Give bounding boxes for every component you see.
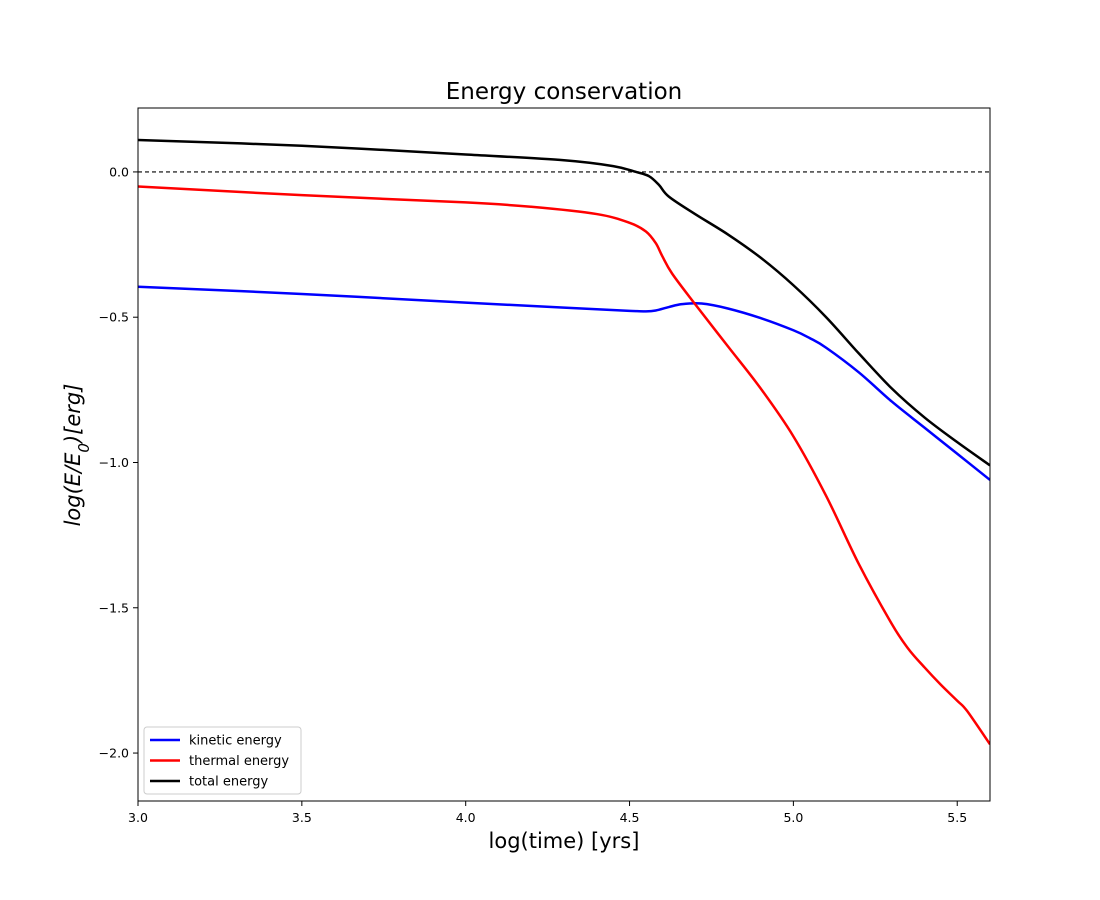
legend: kinetic energy thermal energy total energy xyxy=(143,726,302,795)
x-tick-label: 5.5 xyxy=(947,810,967,825)
series-line-thermal-energy xyxy=(138,185,990,746)
series-line-total-energy xyxy=(138,138,990,467)
x-tick-label: 4.5 xyxy=(620,810,640,825)
x-axis: 3.0 3.5 4.0 4.5 5.0 5.5 xyxy=(128,801,967,825)
y-tick-label: −1.5 xyxy=(99,600,129,615)
chart-title: Energy conservation xyxy=(446,79,682,105)
legend-label-thermal-energy: thermal energy xyxy=(189,754,289,769)
x-tick-label: 5.0 xyxy=(783,810,803,825)
y-tick-label: −1.0 xyxy=(99,455,129,470)
x-tick-label: 4.0 xyxy=(456,810,476,825)
x-axis-label: log(time) [yrs] xyxy=(489,829,640,853)
y-tick-label: −0.5 xyxy=(99,310,129,325)
series-line-kinetic-energy xyxy=(138,285,990,481)
y-tick-label: −2.0 xyxy=(99,746,129,761)
x-tick-label: 3.0 xyxy=(128,810,148,825)
legend-box xyxy=(143,726,302,795)
plot-area xyxy=(137,107,991,802)
y-axis-label: log(E/E0)[erg] xyxy=(61,384,93,527)
legend-label-kinetic-energy: kinetic energy xyxy=(189,734,282,749)
legend-label-total-energy: total energy xyxy=(189,775,268,790)
y-tick-label: 0.0 xyxy=(109,164,129,179)
x-tick-label: 3.5 xyxy=(292,810,312,825)
y-axis: 0.0 −0.5 −1.0 −1.5 −2.0 xyxy=(99,164,138,761)
plot-frame xyxy=(137,107,991,802)
